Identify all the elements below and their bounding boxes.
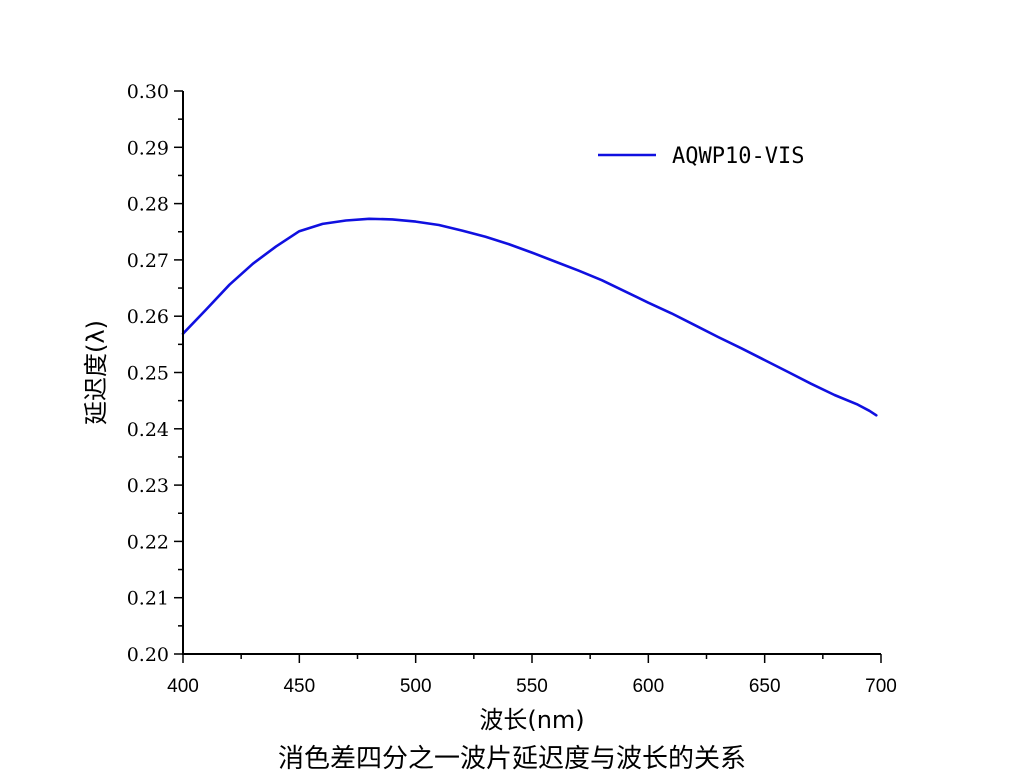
x-tick-label: 400 <box>167 676 199 697</box>
legend-label: AQWP10-VIS <box>672 144 804 169</box>
y-tick-label: 0.28 <box>127 194 169 216</box>
x-tick-label: 600 <box>632 676 664 697</box>
y-tick-label: 0.27 <box>127 250 169 272</box>
y-tick-label: 0.25 <box>127 363 169 385</box>
x-tick-label: 700 <box>865 676 897 697</box>
y-tick-label: 0.29 <box>127 137 169 159</box>
x-axis-title: 波长(nm) <box>479 706 584 734</box>
y-tick-label: 0.23 <box>127 475 169 497</box>
plot-area <box>181 217 878 417</box>
y-tick-label: 0.24 <box>127 419 169 441</box>
x-tick-label: 550 <box>516 676 548 697</box>
x-axis-ticks: 400 450 500 550 600 650 700 <box>167 654 897 697</box>
y-tick-label: 0.26 <box>127 306 169 328</box>
x-tick-label: 500 <box>400 676 432 697</box>
y-axis-ticks: 0.20 0.21 0.22 0.23 0.24 0.25 0.26 0.27 0.28 0.29… <box>127 81 183 666</box>
legend: AQWP10-VIS <box>598 144 804 169</box>
y-tick-label: 0.21 <box>127 588 169 610</box>
x-tick-label: 650 <box>749 676 781 697</box>
figure-caption: 消色差四分之一波片延迟度与波长的关系 <box>277 744 746 774</box>
y-tick-label: 0.22 <box>127 531 169 553</box>
y-tick-label: 0.20 <box>127 644 169 666</box>
x-tick-label: 450 <box>283 676 315 697</box>
series-line <box>181 217 878 417</box>
axes <box>182 91 881 655</box>
y-tick-label: 0.30 <box>127 81 169 103</box>
y-axis-title: 延迟度(λ) <box>82 320 110 425</box>
